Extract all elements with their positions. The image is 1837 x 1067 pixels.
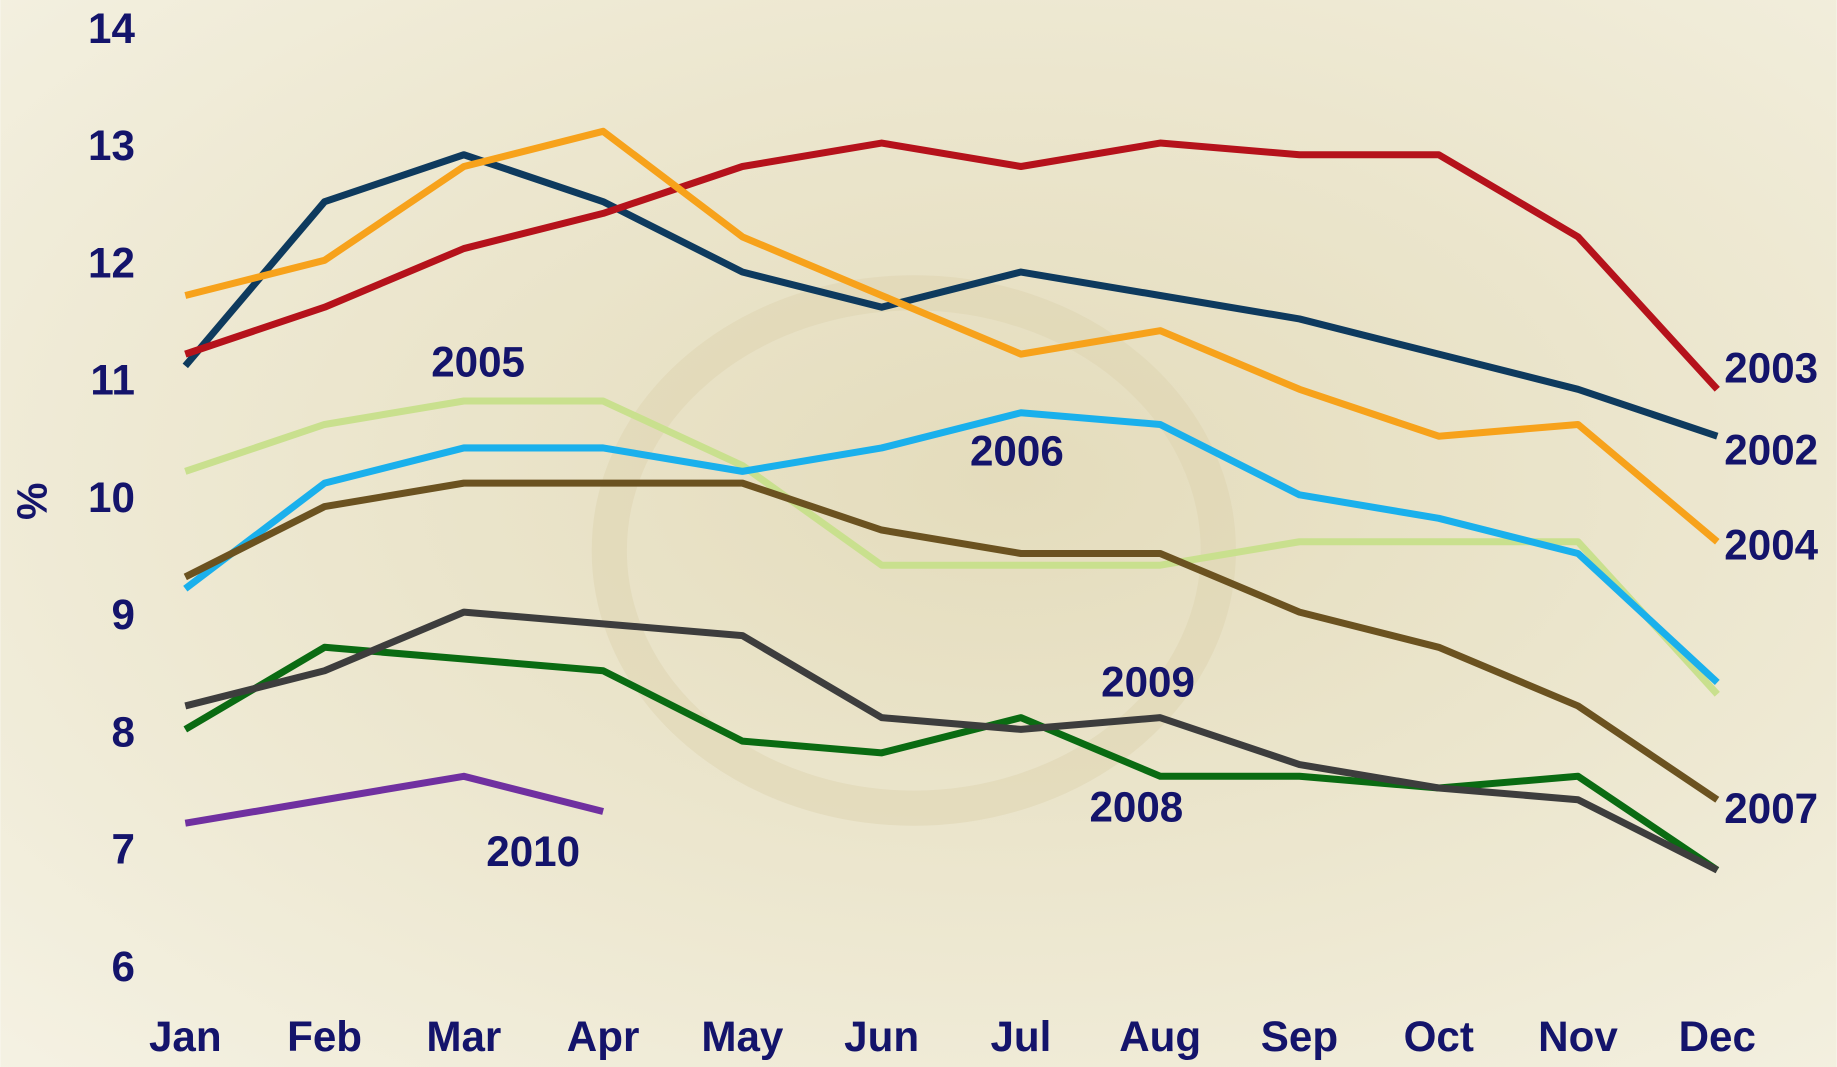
series-label: 2004 — [1724, 521, 1818, 568]
y-axis-label: % — [9, 483, 56, 520]
x-tick-label: Mar — [426, 1013, 501, 1060]
series-label: 2006 — [970, 428, 1064, 475]
series-label: 2005 — [431, 339, 525, 386]
series-label: 2009 — [1101, 658, 1195, 705]
y-tick-label: 14 — [88, 5, 135, 52]
x-tick-label: Oct — [1404, 1013, 1474, 1060]
x-tick-label: Jan — [149, 1013, 222, 1060]
y-tick-label: 7 — [111, 826, 134, 873]
y-tick-label: 10 — [88, 474, 135, 521]
chart: % 6 7 8 9 10 11 12 13 14 Jan Feb Mar Apr May Jun Jul Aug… — [0, 0, 1837, 1067]
series-label: 2010 — [486, 828, 580, 875]
x-tick-label: Apr — [567, 1013, 640, 1060]
y-tick-label: 13 — [88, 122, 135, 169]
page: {"chart_data": {"type": "line", "y_label… — [0, 0, 1837, 1067]
x-tick-label: Aug — [1119, 1013, 1201, 1060]
y-tick-label: 6 — [111, 943, 134, 990]
y-tick-label: 8 — [111, 708, 134, 755]
x-tick-label: May — [701, 1013, 784, 1060]
x-tick-label: Jun — [844, 1013, 919, 1060]
x-tick-label: Nov — [1538, 1013, 1618, 1060]
y-tick-label: 12 — [88, 239, 135, 286]
x-tick-label: Sep — [1261, 1013, 1338, 1060]
series-label: 2008 — [1089, 784, 1183, 831]
x-tick-label: Dec — [1679, 1013, 1756, 1060]
y-tick-label: 11 — [90, 357, 135, 404]
series-label: 2003 — [1724, 344, 1818, 391]
y-tick-label: 9 — [111, 591, 134, 638]
x-tick-label: Jul — [990, 1013, 1051, 1060]
series-label: 2007 — [1724, 785, 1818, 832]
x-tick-label: Feb — [287, 1013, 362, 1060]
series-label: 2002 — [1724, 426, 1818, 473]
